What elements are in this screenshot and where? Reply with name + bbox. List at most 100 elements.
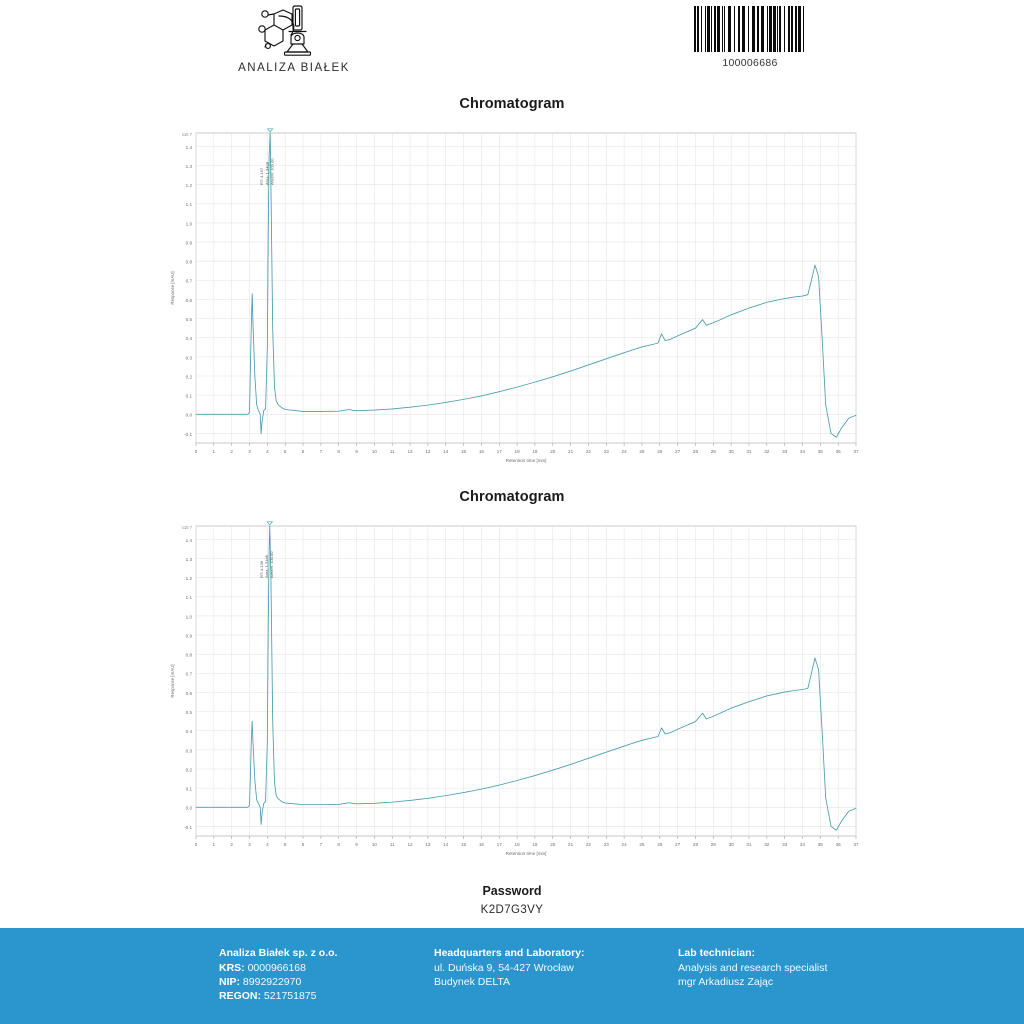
- svg-text:31: 31: [746, 449, 752, 454]
- footer-regon: REGON: 521751875: [219, 989, 434, 1003]
- barcode-icon: [690, 6, 810, 52]
- svg-text:23: 23: [604, 842, 610, 847]
- svg-text:4: 4: [266, 842, 269, 847]
- svg-text:1.1: 1.1: [186, 595, 193, 600]
- footer-regon-value: 521751875: [263, 990, 317, 1002]
- footer-hq-line1: ul. Duńska 9, 54-427 Wrocław: [434, 962, 574, 974]
- svg-text:Area%: 100.00: Area%: 100.00: [270, 158, 275, 185]
- svg-text:Area%: 100.00: Area%: 100.00: [269, 551, 274, 578]
- svg-text:11: 11: [390, 842, 395, 847]
- svg-text:-0.1: -0.1: [184, 432, 192, 437]
- svg-text:19: 19: [532, 842, 538, 847]
- svg-text:5: 5: [284, 449, 287, 454]
- svg-text:29: 29: [711, 449, 717, 454]
- svg-text:36: 36: [836, 842, 842, 847]
- svg-text:36: 36: [836, 449, 842, 454]
- svg-text:0.7: 0.7: [186, 279, 193, 284]
- svg-text:Retention time [min]: Retention time [min]: [506, 458, 547, 463]
- svg-text:12: 12: [407, 842, 413, 847]
- svg-text:0.9: 0.9: [186, 633, 193, 638]
- footer-krs-label: KRS:: [219, 962, 245, 974]
- chromatogram-section-1: Chromatogram -0.1 0.0 0.1 0.2 0.3 0.4 0.5 0.6 0.…: [0, 96, 1024, 476]
- svg-text:33: 33: [782, 842, 788, 847]
- svg-text:20: 20: [550, 449, 556, 454]
- svg-text:8: 8: [337, 449, 340, 454]
- svg-text:0.9: 0.9: [186, 240, 193, 245]
- svg-text:1.2: 1.2: [186, 183, 193, 188]
- barcode-block: 100006686: [690, 6, 810, 69]
- svg-text:21: 21: [568, 449, 574, 454]
- svg-text:24: 24: [622, 449, 628, 454]
- svg-text:22: 22: [586, 449, 592, 454]
- svg-text:0.5: 0.5: [186, 317, 193, 322]
- svg-text:Response [mAU]: Response [mAU]: [170, 664, 175, 697]
- svg-text:0.4: 0.4: [186, 729, 193, 734]
- svg-text:25: 25: [639, 449, 645, 454]
- svg-text:23: 23: [604, 449, 610, 454]
- svg-text:0.8: 0.8: [186, 260, 193, 265]
- password-value: K2D7G3VY: [480, 904, 544, 916]
- chart-frame-2: -0.1 0.0 0.1 0.2 0.3 0.4 0.5 0.6 0.7 0.8 0.9 1.0 1.1…: [162, 514, 862, 869]
- svg-text:4: 4: [266, 449, 269, 454]
- svg-text:20: 20: [550, 842, 556, 847]
- svg-text:18: 18: [515, 842, 521, 847]
- svg-text:1.0: 1.0: [186, 614, 193, 619]
- password-label: Password: [482, 884, 542, 898]
- footer-company-name: Analiza Białek sp. z o.o.: [219, 947, 338, 959]
- svg-text:1.0: 1.0: [186, 221, 193, 226]
- svg-text:34: 34: [800, 449, 806, 454]
- svg-text:0.4: 0.4: [186, 336, 193, 341]
- svg-text:2: 2: [230, 842, 233, 847]
- footer-tech-line2: mgr Arkadiusz Zając: [678, 976, 774, 988]
- svg-text:0.1: 0.1: [186, 394, 193, 399]
- footer-hq-line2: Budynek DELTA: [434, 976, 511, 988]
- svg-text:10: 10: [372, 449, 378, 454]
- svg-text:35: 35: [818, 449, 824, 454]
- chart-title-1: Chromatogram: [459, 96, 565, 112]
- footer-nip-value: 8992922970: [242, 976, 302, 988]
- svg-text:28: 28: [693, 449, 699, 454]
- svg-text:0.6: 0.6: [186, 298, 193, 303]
- svg-text:1: 1: [213, 449, 216, 454]
- footer-regon-label: REGON:: [219, 990, 261, 1002]
- footer-headquarters-block: Headquarters and Laboratory: ul. Duńska …: [434, 946, 674, 989]
- svg-text:0.5: 0.5: [186, 710, 193, 715]
- svg-text:22: 22: [586, 842, 592, 847]
- chart-frame-1: -0.1 0.0 0.1 0.2 0.3 0.4 0.5 0.6 0.7 0.8 0.9 1.0 1.1…: [162, 121, 862, 476]
- svg-text:9: 9: [355, 842, 358, 847]
- svg-text:37: 37: [853, 842, 859, 847]
- svg-text:Response [mAU]: Response [mAU]: [170, 271, 175, 304]
- chart-title-2: Chromatogram: [459, 489, 565, 505]
- svg-text:7: 7: [320, 842, 323, 847]
- svg-text:24: 24: [622, 842, 628, 847]
- svg-text:26: 26: [657, 449, 663, 454]
- svg-text:0.0: 0.0: [186, 413, 193, 418]
- chromatogram-section-2: Chromatogram -0.1 0.0 0.1 0.2 0.3 0.4 0.5 0.6 0.…: [0, 489, 1024, 869]
- footer-hq-title: Headquarters and Laboratory:: [434, 947, 585, 959]
- svg-text:12: 12: [407, 449, 413, 454]
- footer-tech-line1: Analysis and research specialist: [678, 962, 828, 974]
- svg-text:0.1: 0.1: [186, 787, 193, 792]
- svg-text:26: 26: [657, 842, 663, 847]
- svg-text:x10 7: x10 7: [182, 525, 193, 530]
- svg-text:Area: 1.34e8: Area: 1.34e8: [264, 161, 269, 185]
- svg-text:15: 15: [461, 449, 467, 454]
- svg-text:21: 21: [568, 842, 574, 847]
- svg-text:0.0: 0.0: [186, 806, 193, 811]
- svg-text:1.3: 1.3: [186, 557, 193, 562]
- svg-text:28: 28: [693, 842, 699, 847]
- svg-text:0.3: 0.3: [186, 748, 193, 753]
- svg-text:33: 33: [782, 449, 788, 454]
- footer-tech-title: Lab technician:: [678, 947, 756, 959]
- svg-text:6: 6: [302, 842, 305, 847]
- svg-text:27: 27: [675, 842, 681, 847]
- svg-text:30: 30: [729, 449, 735, 454]
- svg-text:0.2: 0.2: [186, 767, 193, 772]
- svg-text:RT: 4.157: RT: 4.157: [259, 167, 264, 185]
- svg-text:30: 30: [729, 842, 735, 847]
- svg-text:0.6: 0.6: [186, 691, 193, 696]
- footer-nip-label: NIP:: [219, 976, 240, 988]
- svg-text:1.2: 1.2: [186, 576, 193, 581]
- svg-text:14: 14: [443, 842, 449, 847]
